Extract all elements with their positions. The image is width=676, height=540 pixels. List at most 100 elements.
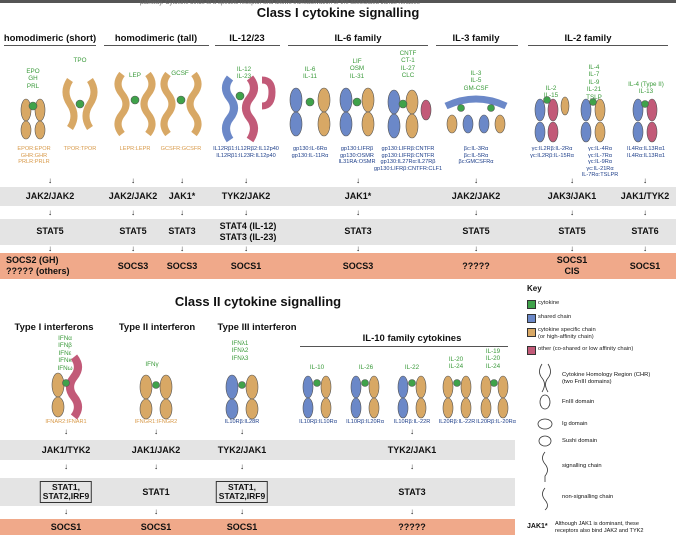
sushi-domain-icon (538, 435, 552, 447)
legend-label: shared chain (538, 314, 572, 320)
arrow-icon: ↓ (356, 176, 360, 185)
legend-domain-label: Ig domain (562, 421, 588, 427)
socs-label: SOCS3 (166, 261, 198, 271)
family-il2: IL-2 family (564, 33, 612, 44)
receptor-label: IL10Rβ:IL-22R (393, 419, 431, 425)
receptor-label: gp130:LIFRβ gp130:OSMR IL31RA:OSMR (338, 146, 376, 166)
jak-label: JAK2/JAK2 (451, 191, 501, 201)
arrow-icon: ↓ (410, 462, 414, 471)
stat-label: STAT1 (142, 487, 170, 497)
legend-domain-shapes (537, 363, 553, 511)
family-homodimeric-short: homodimeric (short) (3, 33, 97, 44)
stat-label: STAT4 (IL-12) STAT3 (IL-23) (219, 221, 277, 242)
arrow-icon: ↓ (474, 176, 478, 185)
jak-label: JAK1/TYK2 (620, 191, 670, 201)
arrow-icon: ↓ (244, 244, 248, 253)
receptor-il6 (289, 87, 331, 137)
arrow-icon: ↓ (410, 427, 414, 436)
jak-label: JAK3/JAK1 (547, 191, 597, 201)
stat-label: STAT5 (119, 226, 147, 236)
receptor-il13 (632, 98, 658, 143)
legend-title: Key (527, 284, 542, 293)
arrow-icon: ↓ (570, 244, 574, 253)
jak-label: TYK2/JAK1 (217, 445, 267, 455)
jak-band (0, 187, 676, 206)
receptor-label: IL20Rβ:IL-22R (438, 419, 476, 425)
family-type1-ifn: Type I interferons (14, 322, 94, 333)
receptor-il22 (397, 375, 427, 419)
arrow-icon: ↓ (474, 244, 478, 253)
jak-band (0, 440, 515, 460)
legend-swatch-specific (527, 328, 536, 337)
socs-label: SOCS1 CIS (556, 255, 588, 276)
receptor-label: IFNGR1:IFNGR2 (134, 419, 178, 425)
legend-swatch-shared (527, 314, 536, 323)
receptor-il12 (222, 75, 276, 143)
chr-domain-icon (539, 363, 545, 393)
stat-label: STAT6 (631, 226, 659, 236)
arrow-icon: ↓ (48, 208, 52, 217)
family-underline (4, 45, 96, 46)
receptor-label: EPOR:EPOR GHR:GHR PRLR:PRLR (17, 146, 51, 166)
ig-domain-icon (537, 418, 553, 430)
stat-label: STAT3 (398, 487, 426, 497)
receptor-label: IL10Rβ:IL10Rα (299, 419, 337, 425)
stat-label: STAT1, STAT2,IRF9 (215, 481, 269, 503)
cytokine-label: IL-2 IL-15 (543, 85, 559, 100)
receptor-il20 (442, 375, 472, 419)
cytokine-label: IL-10 (309, 364, 325, 371)
socs-label: SOCS3 (342, 261, 374, 271)
receptor-label: IL10Rβ:IL28R (224, 419, 260, 425)
arrow-icon: ↓ (643, 176, 647, 185)
jak-label: JAK1/JAK2 (131, 445, 181, 455)
socs-label: ????? (462, 261, 490, 271)
arrow-icon: ↓ (131, 244, 135, 253)
receptor-label: gp130:IL-6Rα gp130:IL-11Rα (291, 146, 329, 159)
cytokine-label: GCSF (171, 70, 189, 77)
socs-label: SOCS3 (117, 261, 149, 271)
arrow-icon: ↓ (48, 244, 52, 253)
family-underline (215, 45, 280, 46)
cytokine-label: IL-26 (358, 364, 374, 371)
legend-label: other (co-shared or low affinity chain) (538, 346, 634, 352)
receptor-il28r (225, 374, 259, 420)
arrow-icon: ↓ (240, 507, 244, 516)
arrow-icon: ↓ (64, 462, 68, 471)
arrow-icon: ↓ (244, 176, 248, 185)
receptor-label: IFNAR2:IFNAR1 (45, 419, 87, 425)
receptor-epor (20, 98, 46, 140)
legend-domain-label: signalling chain (562, 463, 602, 469)
arrow-icon: ↓ (570, 176, 574, 185)
stat-band (0, 478, 515, 506)
receptor-label: βc:IL-3Rα βc:IL-5Rα βc:GMCSFRα (458, 146, 494, 166)
arrow-icon: ↓ (131, 176, 135, 185)
jak-note-label: JAK1* (527, 523, 548, 530)
arrow-icon: ↓ (643, 208, 647, 217)
socs-label: SOCS1 (629, 261, 661, 271)
receptor-label: γc:IL-4Rα γc:IL-7Rα γc:IL-9Rα γc:IL-21Rα… (581, 146, 619, 179)
jak-label: JAK2/JAK2 (25, 191, 75, 201)
arrow-icon: ↓ (64, 427, 68, 436)
family-il12-23: IL-12/23 (229, 33, 265, 44)
stat-label: STAT5 (558, 226, 586, 236)
family-underline (528, 45, 668, 46)
cytokine-label: IL-12 IL-23 (236, 66, 252, 81)
stat-label: STAT5 (462, 226, 490, 236)
receptor-il3 (444, 95, 508, 134)
arrow-icon: ↓ (64, 507, 68, 516)
non-signalling-chain-icon (542, 487, 548, 511)
cytokine-label: IL-4 IL-7 IL-9 IL-21 TSLP (586, 64, 602, 101)
arrow-icon: ↓ (474, 208, 478, 217)
socs-label: SOCS1 (140, 522, 172, 532)
stat-label: STAT1, STAT2,IRF9 (39, 481, 93, 503)
arrow-icon: ↓ (356, 208, 360, 217)
stat-band (0, 219, 676, 245)
receptor-label: gp130:LIFRβ:CNTFR gp130:LIFRβ:CNTFR gp13… (373, 146, 443, 172)
arrow-icon: ↓ (131, 208, 135, 217)
chr-domain-icon (545, 363, 551, 393)
stat-label: STAT5 (36, 226, 64, 236)
arrow-icon: ↓ (154, 427, 158, 436)
receptor-label: γc:IL2Rβ:IL-2Rα γc:IL2Rβ:IL-15Rα (530, 146, 574, 159)
socs-label: SOCS1 (230, 261, 262, 271)
jak-note: Although JAK1 is dominant, these recepto… (555, 521, 644, 534)
